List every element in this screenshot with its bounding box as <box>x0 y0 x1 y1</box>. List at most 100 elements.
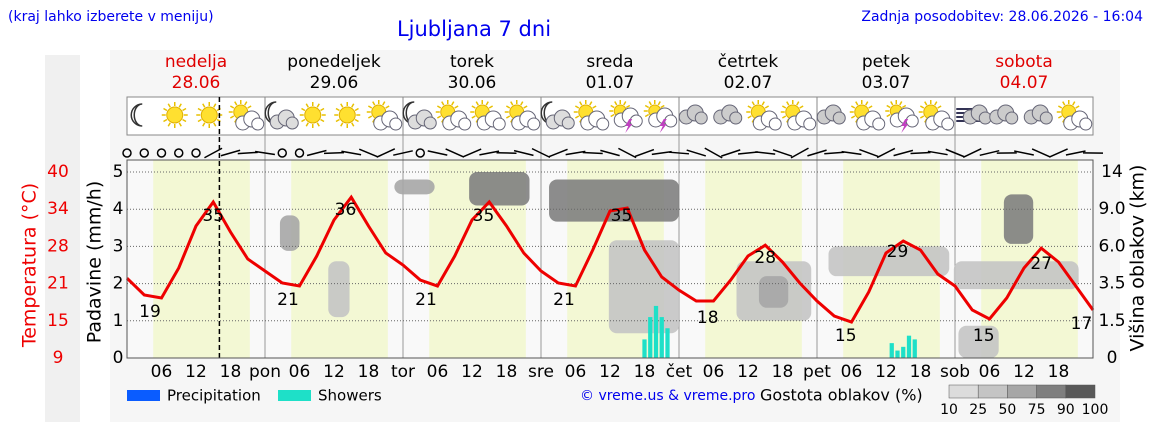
x-tick-label: 12 <box>875 362 897 382</box>
temp-label: 35 <box>202 206 224 226</box>
wind <box>859 148 879 158</box>
cloud-legend-swatch <box>948 384 979 399</box>
sun-ray <box>865 101 869 106</box>
day-name: petek <box>862 52 910 72</box>
temp-label: 35 <box>473 206 495 226</box>
legend-swatch <box>127 390 160 401</box>
sun-ray <box>1072 101 1076 106</box>
daylight <box>705 160 802 358</box>
sun-ray <box>886 113 891 118</box>
sun-ray <box>623 101 627 106</box>
cloud-legend-swatch <box>977 384 1008 399</box>
precip-bar <box>912 339 917 358</box>
sun-ray <box>625 104 631 109</box>
wind <box>893 149 914 157</box>
sun-ray <box>197 118 202 123</box>
sun-ray <box>488 105 494 109</box>
cloud-cover <box>394 179 435 195</box>
wind-calm <box>294 148 305 158</box>
x-tick-label: sob <box>940 362 970 382</box>
day-name: sobota <box>995 52 1053 72</box>
sun-ray <box>305 122 309 127</box>
sun-ray <box>213 122 217 127</box>
cloud-cover <box>758 276 789 308</box>
sun-ray <box>786 101 790 106</box>
sun-ray <box>367 105 373 109</box>
sun-ray <box>471 115 476 119</box>
wind <box>824 151 845 155</box>
wind <box>651 150 672 156</box>
day-date: 28.06 <box>172 73 221 93</box>
x-tick-label: 06 <box>841 362 863 382</box>
sun-ray <box>167 122 171 127</box>
cloud <box>423 116 437 130</box>
wind-calm <box>191 148 201 158</box>
temp-tick-label: 15 <box>47 311 69 331</box>
sun-ray <box>454 105 459 109</box>
wind <box>1014 150 1034 156</box>
sun-ray <box>247 105 252 109</box>
sun-ray <box>505 105 511 109</box>
wind <box>479 150 500 156</box>
wind-calm <box>415 148 425 158</box>
sun-ray <box>505 115 511 119</box>
sun-ray <box>610 113 615 118</box>
sun-ray <box>436 105 442 109</box>
sun-ray <box>316 122 320 127</box>
wind <box>1031 148 1051 158</box>
precip-bar <box>906 335 912 358</box>
wind <box>618 147 637 159</box>
y-tick-label: 4 <box>113 199 124 219</box>
cloud-cover <box>279 215 300 251</box>
hint: (kraj lahko izberete v meniju) <box>8 9 214 25</box>
updated: Zadnja posodobitev: 28.06.2026 - 16:04 <box>861 9 1143 25</box>
x-tick-label: 12 <box>323 362 345 382</box>
wind <box>531 147 551 159</box>
sun-ray <box>781 105 787 109</box>
x-tick-label: 06 <box>565 362 587 382</box>
precip-bar <box>648 317 653 358</box>
sun-ray <box>850 105 856 109</box>
cloud <box>596 117 610 131</box>
cloud <box>694 111 708 125</box>
sun-ray <box>890 101 894 106</box>
cloud-cover <box>549 179 679 222</box>
legend-label: Precipitation <box>167 387 261 405</box>
sun-ray <box>589 101 593 106</box>
cloud <box>527 117 541 131</box>
sun-ray <box>919 115 925 119</box>
sun-ray <box>340 103 344 108</box>
temp-label: 18 <box>697 308 719 328</box>
wind <box>945 148 965 158</box>
sun-ray <box>335 118 340 123</box>
sun-ray <box>367 115 373 119</box>
sun-ray <box>855 101 859 106</box>
legend-swatch <box>278 390 311 401</box>
wind-calm <box>156 148 167 158</box>
wind <box>548 148 568 158</box>
cloud-legend-tick: 50 <box>998 402 1016 418</box>
wind <box>341 150 362 156</box>
sun-ray <box>385 105 390 109</box>
wind <box>807 149 827 157</box>
sun-ray <box>764 105 770 109</box>
day-date: 02.07 <box>724 73 773 93</box>
y-tick-label: 2 <box>113 274 124 294</box>
sun-ray <box>351 103 355 108</box>
wind-calm <box>174 148 184 158</box>
wind <box>462 148 482 158</box>
sun-ray <box>751 101 755 106</box>
cloud-legend-swatch <box>1065 384 1096 399</box>
sun-ray <box>1057 115 1063 119</box>
sun-ray <box>441 101 445 106</box>
x-tick-label: pon <box>249 362 281 382</box>
sun-ray <box>644 104 650 109</box>
precip-bar <box>642 339 647 358</box>
sun-ray <box>382 101 386 106</box>
wind <box>1049 148 1068 158</box>
temp-tick-label: 21 <box>47 274 69 294</box>
daylight <box>981 160 1078 358</box>
wind <box>255 150 275 156</box>
wind-calm <box>139 148 149 158</box>
